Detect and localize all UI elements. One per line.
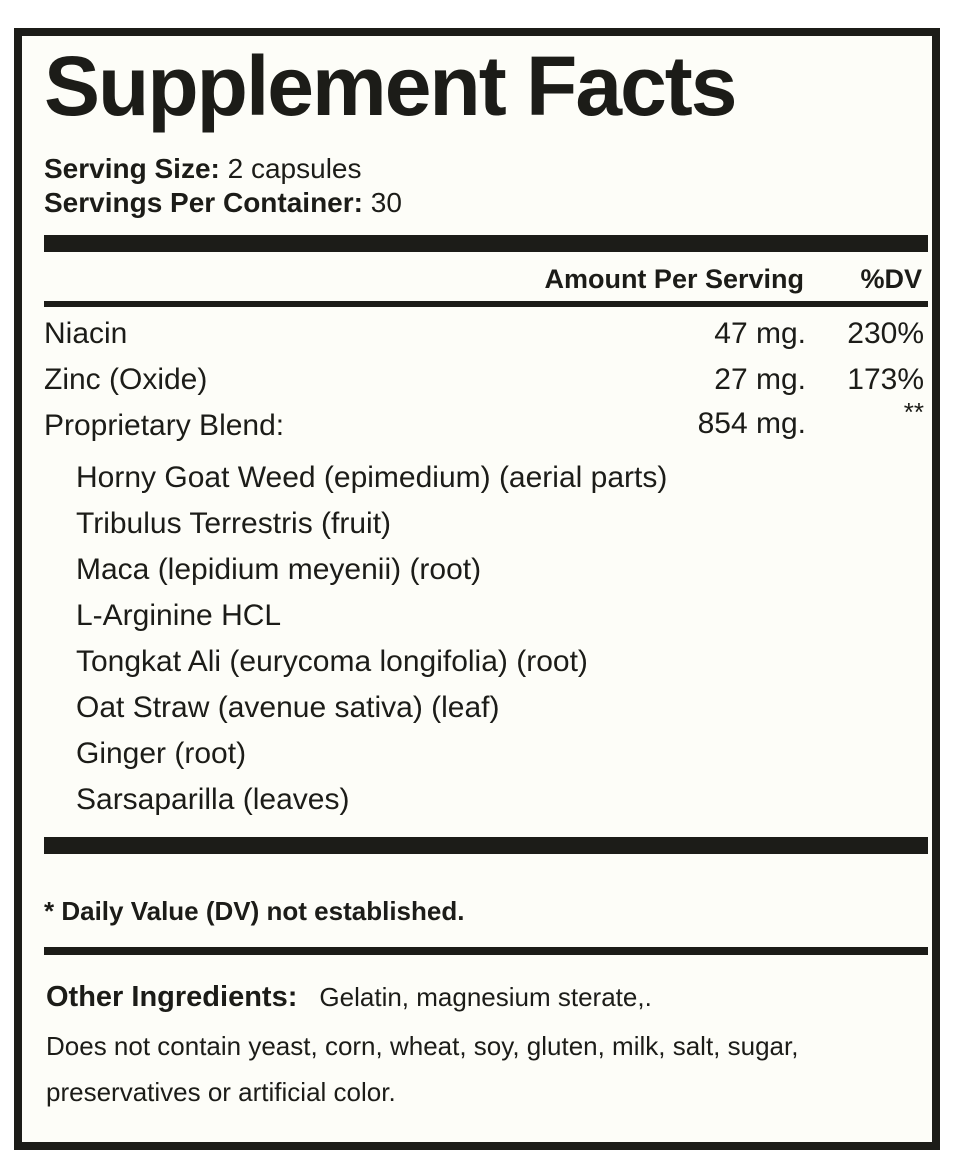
list-item: Oat Straw (avenue sativa) (leaf) xyxy=(76,691,500,725)
nutrient-name: Niacin xyxy=(44,317,128,351)
list-item: Tongkat Ali (eurycoma longifolia) (root) xyxy=(76,645,588,679)
divider-above-other-ingredients xyxy=(44,947,928,956)
divider-under-header xyxy=(44,301,928,308)
nutrient-dv: 173% xyxy=(847,363,924,397)
list-item: Maca (lepidium meyenii) (root) xyxy=(76,553,482,587)
serving-info: Serving Size: 2 capsules Servings Per Co… xyxy=(42,152,924,219)
servings-per-container-value: 30 xyxy=(370,186,402,218)
daily-value-footnote: * Daily Value (DV) not established. xyxy=(44,896,465,927)
nutrient-values: 47 mg. 230% xyxy=(714,317,924,351)
list-item: Ginger (root) xyxy=(76,737,247,771)
list-item: Tribulus Terrestris (fruit) xyxy=(76,507,392,541)
list-item: L-Arginine HCL xyxy=(76,599,282,633)
serving-size-label: Serving Size: xyxy=(44,153,220,184)
amount-per-serving-header: Amount Per Serving xyxy=(544,264,804,295)
table-row: Zinc (Oxide) 27 mg. 173% xyxy=(44,363,924,409)
nutrient-name: Zinc (Oxide) xyxy=(44,363,208,397)
table-header-row: Amount Per Serving %DV xyxy=(42,264,924,295)
nutrient-amount: 27 mg. xyxy=(714,363,806,397)
free-from-statement: Does not contain yeast, corn, wheat, soy… xyxy=(46,1031,799,1107)
page-title: Supplement Facts xyxy=(44,39,737,133)
nutrient-name: Proprietary Blend: xyxy=(44,409,285,443)
supplement-facts-panel: Supplement Facts Serving Size: 2 capsule… xyxy=(14,28,940,1150)
nutrient-dv: ** xyxy=(903,397,924,428)
percent-dv-header: %DV xyxy=(860,264,922,295)
divider-thick-bottom xyxy=(44,837,928,855)
panel-inner: Supplement Facts Serving Size: 2 capsule… xyxy=(42,36,928,1115)
table-row-proprietary-blend: Proprietary Blend: 854 mg. ** xyxy=(44,397,924,455)
nutrient-amount: 47 mg. xyxy=(714,317,806,351)
nutrient-dv: 230% xyxy=(847,317,924,351)
blend-ingredient-list: Horny Goat Weed (epimedium) (aerial part… xyxy=(44,455,924,823)
other-ingredients-section: Other Ingredients: Gelatin, magnesium st… xyxy=(42,981,924,1115)
divider-thick-top xyxy=(44,235,928,253)
nutrient-values: 854 mg. ** xyxy=(697,397,924,441)
nutrient-amount: 854 mg. xyxy=(697,407,806,441)
list-item: Sarsaparilla (leaves) xyxy=(76,783,350,817)
other-ingredients-line: Other Ingredients: Gelatin, magnesium st… xyxy=(46,981,924,1014)
serving-size-value: 2 capsules xyxy=(227,153,362,184)
nutrient-table: Niacin 47 mg. 230% Zinc (Oxide) 27 mg. 1… xyxy=(42,317,924,823)
servings-per-container-line: Servings Per Container: 30 xyxy=(44,186,924,220)
other-ingredients-value: Gelatin, magnesium sterate,. xyxy=(319,982,652,1013)
nutrient-values: 27 mg. 173% xyxy=(714,363,924,397)
servings-per-container-label: Servings Per Container: xyxy=(44,186,363,218)
other-ingredients-label: Other Ingredients: xyxy=(46,981,298,1014)
table-row: Niacin 47 mg. 230% xyxy=(44,317,924,363)
list-item: Horny Goat Weed (epimedium) (aerial part… xyxy=(76,461,668,495)
serving-size-line: Serving Size: 2 capsules xyxy=(44,152,924,186)
